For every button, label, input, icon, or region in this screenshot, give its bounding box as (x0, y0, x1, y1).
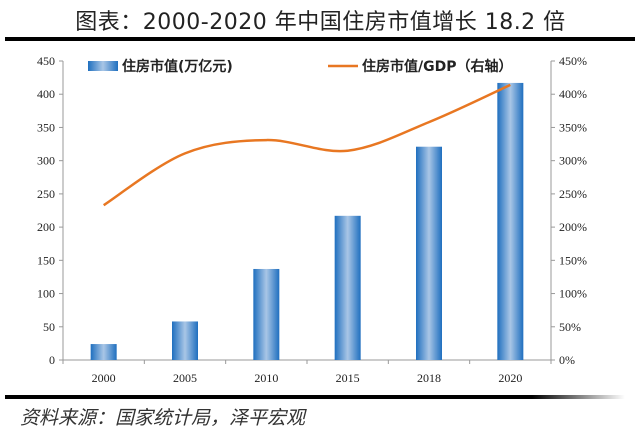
right-tick-label: 400% (559, 87, 587, 101)
bar-2015 (334, 215, 361, 360)
right-tick-label: 150% (559, 253, 587, 267)
x-tick-label: 2015 (336, 371, 360, 385)
right-tick-label: 200% (559, 220, 587, 234)
left-tick-label: 200 (37, 220, 55, 234)
left-tick-label: 150 (37, 253, 55, 267)
right-tick-label: 0% (559, 353, 575, 367)
bar-2020 (497, 82, 524, 360)
right-tick-label: 250% (559, 187, 587, 201)
left-tick-label: 100 (37, 287, 55, 301)
left-tick-label: 400 (37, 87, 55, 101)
ratio-line (102, 83, 511, 207)
left-tick-label: 250 (37, 187, 55, 201)
x-tick-label: 2000 (92, 371, 116, 385)
left-tick-label: 350 (37, 120, 55, 134)
left-tick-label: 0 (49, 353, 55, 367)
x-tick-label: 2020 (498, 371, 522, 385)
right-tick-label: 350% (559, 120, 587, 134)
right-tick-label: 50% (559, 320, 581, 334)
right-tick-label: 450% (559, 54, 587, 68)
bar-2000 (90, 344, 117, 360)
top-rule (5, 37, 635, 41)
source-note: 资料来源：国家统计局，泽平宏观 (20, 407, 306, 429)
bar-2010 (253, 268, 280, 360)
right-tick-label: 300% (559, 154, 587, 168)
bottom-rule (5, 395, 625, 399)
x-tick-label: 2010 (254, 371, 278, 385)
legend-swatch-bar (88, 61, 118, 71)
left-tick-label: 300 (37, 154, 55, 168)
legend: 住房市值(万亿元) 住房市值/GDP（右轴） (88, 58, 513, 75)
chart-title: 图表：2000-2020 年中国住房市值增长 18.2 倍 (75, 10, 566, 35)
x-tick-label: 2018 (417, 371, 441, 385)
left-tick-label: 450 (37, 54, 55, 68)
left-tick-label: 50 (43, 320, 55, 334)
bar-2005 (172, 321, 198, 360)
bar-2018 (416, 146, 442, 360)
right-tick-label: 100% (559, 287, 587, 301)
legend-label-bar: 住房市值(万亿元) (122, 58, 233, 75)
x-tick-label: 2005 (173, 371, 197, 385)
legend-label-line: 住房市值/GDP（右轴） (362, 58, 513, 75)
